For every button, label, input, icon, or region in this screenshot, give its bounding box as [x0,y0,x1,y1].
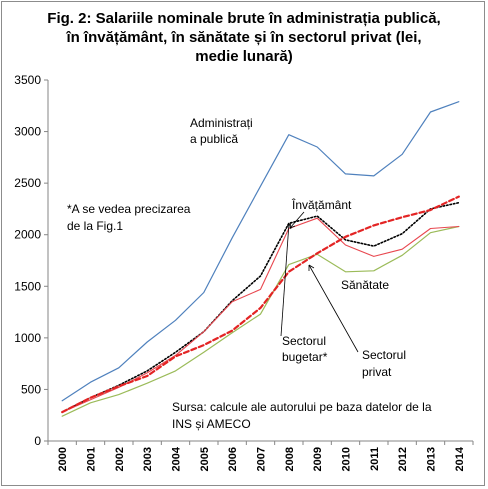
chart-title: Fig. 2: Salariile nominale brute în admi… [0,9,488,66]
label-invatamant: Învățământ [291,197,352,212]
x-tick-label: 2003 [142,447,154,471]
y-tick-label: 500 [21,382,41,396]
x-tick-label: 2014 [454,446,466,471]
y-tick-label: 3500 [14,73,41,87]
label-sanatate: Sănătate [341,278,389,292]
footnote-line-1: *A se vedea precizarea [67,202,191,216]
title-line-2: în învățământ, în sănătate și în sectoru… [66,29,422,46]
source-line-2: INS și AMECO [172,417,251,431]
arrow-sectorul-privat-head [308,264,315,271]
x-tick-label: 2012 [397,447,409,471]
arrow-invatamant [289,211,305,229]
y-tick-label: 2500 [14,176,41,190]
x-tick-label: 2007 [256,447,268,471]
x-tick-label: 2004 [171,446,183,471]
label-administratie-line-1: Administrați [190,116,253,130]
y-tick-label: 1500 [14,279,41,293]
label-administratie-line-2: a publică [190,132,238,146]
label-privat-line-1: Sectorul [362,348,406,362]
y-tick-label: 0 [34,434,41,448]
y-tick-label: 2000 [14,228,41,242]
series-line-1 [61,201,460,413]
annotations: Administrați a publică Învățământ Sănăta… [67,116,432,431]
annotation-arrows [280,211,359,353]
x-tick-label: 2006 [227,447,239,471]
y-axis-ticks: 0 500 1000 1500 2000 2500 3000 3500 [14,73,48,448]
label-bugetar-line-1: Sectorul [282,334,326,348]
series-line-2 [61,225,460,417]
title-line-1: Fig. 2: Salariile nominale brute în admi… [47,10,441,27]
title-line-3: medie lunară) [195,48,293,65]
arrow-sectorul-privat [308,264,359,353]
x-tick-label: 2002 [114,447,126,471]
x-tick-label: 2009 [312,447,324,471]
arrow-sectorul-bugetar [280,222,290,337]
axes [47,80,473,442]
source-line-1: Sursa: calcule ale autorului pe baza dat… [172,400,432,414]
series-lines [61,101,460,417]
series-line-4 [61,195,460,414]
x-axis-ticks: 2000 2001 2002 2003 2004 2005 2006 2007 2008 2009… [47,441,474,471]
x-tick-label: 2010 [341,447,353,471]
series-line-0 [61,101,460,402]
x-tick-label: 2013 [426,447,438,471]
x-tick-label: 2000 [57,447,69,471]
x-tick-label: 2005 [199,447,211,471]
x-tick-label: 2008 [284,447,296,471]
footnote-line-2: de la Fig.1 [67,219,123,233]
y-tick-label: 3000 [14,125,41,139]
x-tick-label: 2011 [369,447,381,471]
label-bugetar-line-2: bugetar* [282,350,328,364]
y-tick-label: 1000 [14,331,41,345]
x-tick-label: 2001 [86,447,98,471]
arrow-sectorul-bugetar-head [285,222,292,230]
label-privat-line-2: privat [362,365,392,379]
